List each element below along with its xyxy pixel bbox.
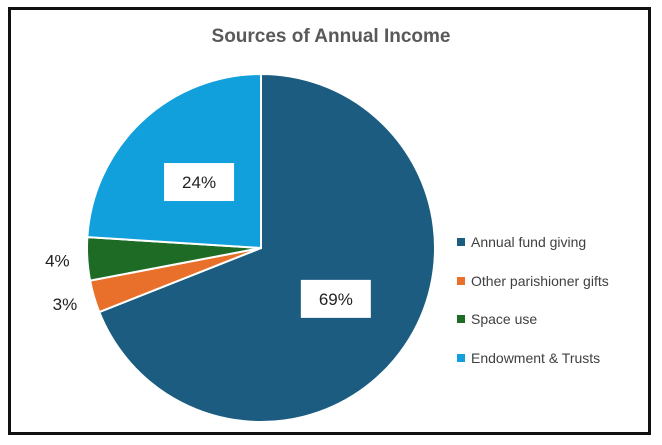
chart-title: Sources of Annual Income bbox=[211, 26, 451, 47]
legend-label: Annual fund giving bbox=[471, 234, 587, 250]
data-label-space-use: 4% bbox=[45, 252, 70, 271]
slice-endowment-trusts bbox=[86, 72, 262, 250]
data-label-endowment-trusts-box bbox=[164, 163, 235, 202]
legend-label: Other parishioner gifts bbox=[471, 272, 609, 289]
legend-swatch bbox=[457, 238, 465, 246]
legend-swatch bbox=[457, 315, 465, 323]
legend-item-space-use: Space use bbox=[457, 309, 657, 329]
legend: Annual fund giving Other parishioner gift… bbox=[457, 232, 657, 386]
legend-item-annual-fund-giving: Annual fund giving bbox=[457, 232, 657, 252]
data-label-other-parishioner-gifts: 3% bbox=[53, 295, 78, 314]
slice-annual-fund-giving bbox=[97, 72, 436, 423]
legend-label: Endowment & Trusts bbox=[471, 349, 601, 366]
legend-swatch bbox=[457, 353, 465, 362]
legend-item-other-parishioner-gifts: Other parishioner gifts bbox=[457, 271, 657, 291]
data-label-annual-fund-giving-box bbox=[300, 279, 371, 318]
data-label-annual-fund-giving: 69% bbox=[319, 290, 353, 309]
legend-item-endowment-trusts: Endowment & Trusts bbox=[457, 348, 657, 368]
legend-label: Space use bbox=[471, 311, 538, 327]
legend-swatch bbox=[457, 276, 465, 285]
data-label-endowment-trusts: 24% bbox=[182, 173, 216, 192]
